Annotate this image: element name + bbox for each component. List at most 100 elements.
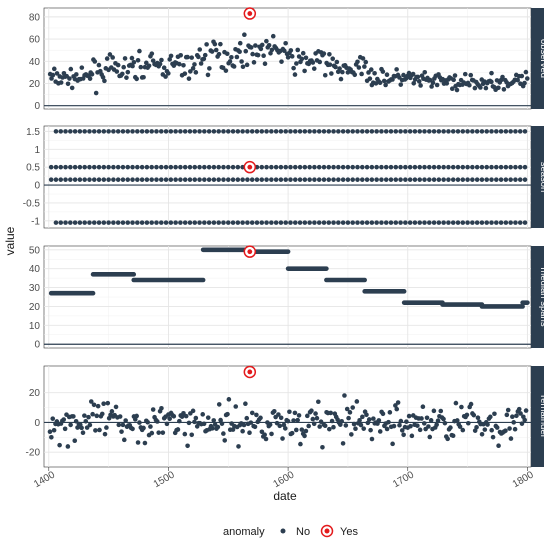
data-point	[202, 52, 208, 58]
data-point	[379, 220, 384, 225]
data-point	[242, 32, 247, 38]
y-tick-label: 1.5	[26, 127, 40, 138]
data-point	[321, 177, 327, 182]
data-point	[110, 55, 115, 60]
data-point	[501, 87, 507, 92]
data-point	[216, 402, 222, 407]
data-point	[68, 66, 74, 72]
data-point	[303, 55, 309, 61]
data-point	[223, 68, 229, 73]
y-tick-label: 30	[29, 283, 41, 294]
data-point	[258, 46, 264, 52]
strip-background	[531, 8, 544, 109]
data-point	[53, 177, 59, 182]
data-point	[508, 164, 513, 170]
data-point	[361, 426, 367, 431]
data-point	[229, 54, 234, 60]
data-point	[436, 177, 442, 182]
data-point	[450, 129, 456, 134]
data-point	[426, 177, 432, 182]
data-point	[441, 164, 446, 170]
data-point	[331, 424, 336, 430]
data-point	[340, 129, 346, 134]
data-point	[201, 56, 207, 62]
data-point	[358, 422, 364, 428]
data-point	[216, 177, 221, 182]
data-point	[522, 177, 528, 182]
data-point	[154, 177, 159, 182]
data-point	[181, 62, 186, 68]
data-point	[460, 164, 466, 170]
data-point	[99, 411, 105, 417]
data-point	[130, 63, 135, 69]
data-point	[167, 57, 172, 62]
data-point	[336, 164, 341, 170]
data-point	[359, 129, 365, 134]
data-point	[58, 177, 64, 182]
data-point	[474, 177, 480, 182]
data-point	[316, 177, 322, 182]
data-point	[72, 438, 78, 443]
data-point	[431, 408, 437, 414]
data-point	[496, 85, 501, 91]
data-point	[522, 129, 528, 134]
data-point	[517, 220, 523, 225]
data-point	[92, 59, 98, 64]
y-tick-label: 10	[29, 321, 41, 332]
panel-season: -1 -0.5 0 0.5 1 1.5 season	[23, 125, 549, 229]
data-point	[211, 177, 217, 182]
data-point	[386, 419, 391, 425]
data-point	[211, 418, 217, 423]
data-point	[518, 411, 523, 416]
data-point	[282, 426, 288, 431]
data-point	[508, 220, 513, 225]
data-point	[206, 129, 212, 134]
data-point	[116, 422, 122, 428]
data-point	[451, 77, 456, 83]
data-point	[470, 164, 475, 170]
data-point	[67, 76, 72, 81]
data-point	[383, 82, 388, 88]
data-point	[130, 220, 135, 225]
data-point	[426, 164, 432, 170]
data-point	[254, 412, 259, 418]
data-point	[407, 164, 413, 170]
y-tick-label: 40	[29, 57, 41, 68]
data-point	[58, 80, 64, 85]
data-point	[202, 129, 207, 134]
data-point	[416, 79, 422, 84]
data-point	[142, 440, 148, 446]
data-point	[190, 408, 196, 414]
data-point	[359, 177, 365, 182]
data-point	[63, 129, 68, 134]
data-point	[421, 421, 427, 426]
data-point	[478, 85, 483, 90]
data-point	[87, 177, 92, 182]
data-point	[125, 164, 131, 170]
data-point	[493, 177, 499, 182]
data-point	[475, 415, 481, 421]
data-point	[503, 177, 509, 182]
data-point	[87, 76, 93, 81]
data-point	[409, 433, 415, 439]
data-point	[173, 220, 178, 225]
data-point	[135, 57, 141, 63]
data-point	[163, 177, 169, 182]
data-point	[283, 177, 289, 182]
data-point	[269, 177, 274, 182]
data-point	[436, 220, 442, 225]
data-point	[139, 164, 145, 170]
data-point	[156, 430, 161, 435]
data-point	[484, 177, 490, 182]
data-point	[68, 422, 73, 428]
data-point	[479, 431, 485, 437]
data-point	[321, 220, 327, 225]
data-point	[175, 427, 181, 432]
data-point	[197, 177, 202, 182]
data-point	[510, 414, 515, 420]
data-point	[240, 428, 245, 434]
legend-label-no: No	[296, 526, 310, 538]
data-point	[221, 431, 226, 436]
data-point	[384, 426, 390, 432]
data-point	[312, 220, 317, 225]
